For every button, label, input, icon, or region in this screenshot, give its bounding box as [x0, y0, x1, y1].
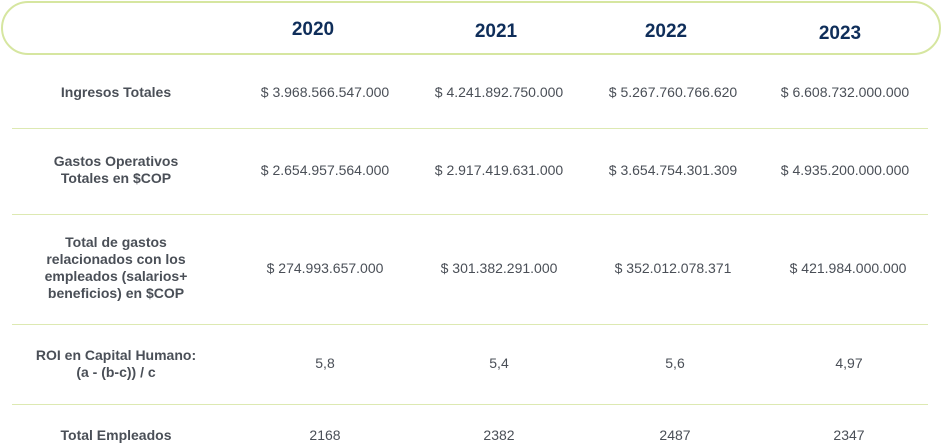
row-label-gastos-operativos: Gastos Operativos Totales en $COP [30, 153, 202, 187]
cell-gastos-2021: $ 2.917.419.631.000 [434, 162, 564, 178]
row-label-gastos-empleados: Total de gastos relacionados con los emp… [30, 234, 202, 302]
row-label-roi: ROI en Capital Humano: (a - (b-c)) / c [30, 347, 202, 381]
label-line: ROI en Capital Humano: [35, 347, 197, 363]
cell-total-empleados-2022: 2487 [659, 427, 691, 443]
label-line: Total de gastos [65, 234, 167, 250]
cell-roi-2020: 5,8 [315, 355, 335, 371]
cell-empleados-gastos-2023: $ 421.984.000.000 [789, 260, 907, 276]
cell-gastos-2023: $ 4.935.200.000.000 [780, 162, 910, 178]
cell-ingresos-2021: $ 4.241.892.750.000 [434, 84, 564, 100]
year-header-2022: 2022 [644, 21, 688, 42]
label-line: Totales en $COP [60, 170, 172, 186]
cell-empleados-gastos-2021: $ 301.382.291.000 [440, 260, 558, 276]
label-line: empleados (salarios+ [44, 268, 188, 284]
cell-ingresos-2022: $ 5.267.760.766.620 [608, 84, 738, 100]
cell-empleados-gastos-2022: $ 352.012.078.371 [614, 260, 732, 276]
cell-empleados-gastos-2020: $ 274.993.657.000 [266, 260, 384, 276]
row-label-ingresos: Ingresos Totales [60, 84, 172, 100]
cell-gastos-2022: $ 3.654.754.301.309 [608, 162, 738, 178]
year-header-2023: 2023 [818, 23, 862, 44]
table-header [1, 1, 941, 55]
row-divider [12, 214, 928, 215]
cell-ingresos-2020: $ 3.968.566.547.000 [260, 84, 390, 100]
label-line: Gastos Operativos [53, 153, 179, 169]
cell-roi-2023: 4,97 [835, 355, 863, 371]
cell-roi-2022: 5,6 [665, 355, 685, 371]
row-divider [12, 128, 928, 129]
cell-gastos-2020: $ 2.654.957.564.000 [260, 162, 390, 178]
label-line: beneficios) en $COP [47, 285, 185, 301]
row-divider [12, 404, 928, 405]
label-line: (a - (b-c)) / c [76, 364, 156, 380]
row-label-total-empleados: Total Empleados [60, 427, 172, 443]
label-line: relacionados con los [46, 251, 186, 267]
cell-total-empleados-2021: 2382 [483, 427, 515, 443]
cell-ingresos-2023: $ 6.608.732.000.000 [780, 84, 910, 100]
cell-roi-2021: 5,4 [489, 355, 509, 371]
cell-total-empleados-2020: 2168 [309, 427, 341, 443]
cell-total-empleados-2023: 2347 [833, 427, 865, 443]
row-divider [12, 324, 928, 325]
year-header-2020: 2020 [291, 19, 335, 40]
year-header-2021: 2021 [474, 21, 518, 42]
